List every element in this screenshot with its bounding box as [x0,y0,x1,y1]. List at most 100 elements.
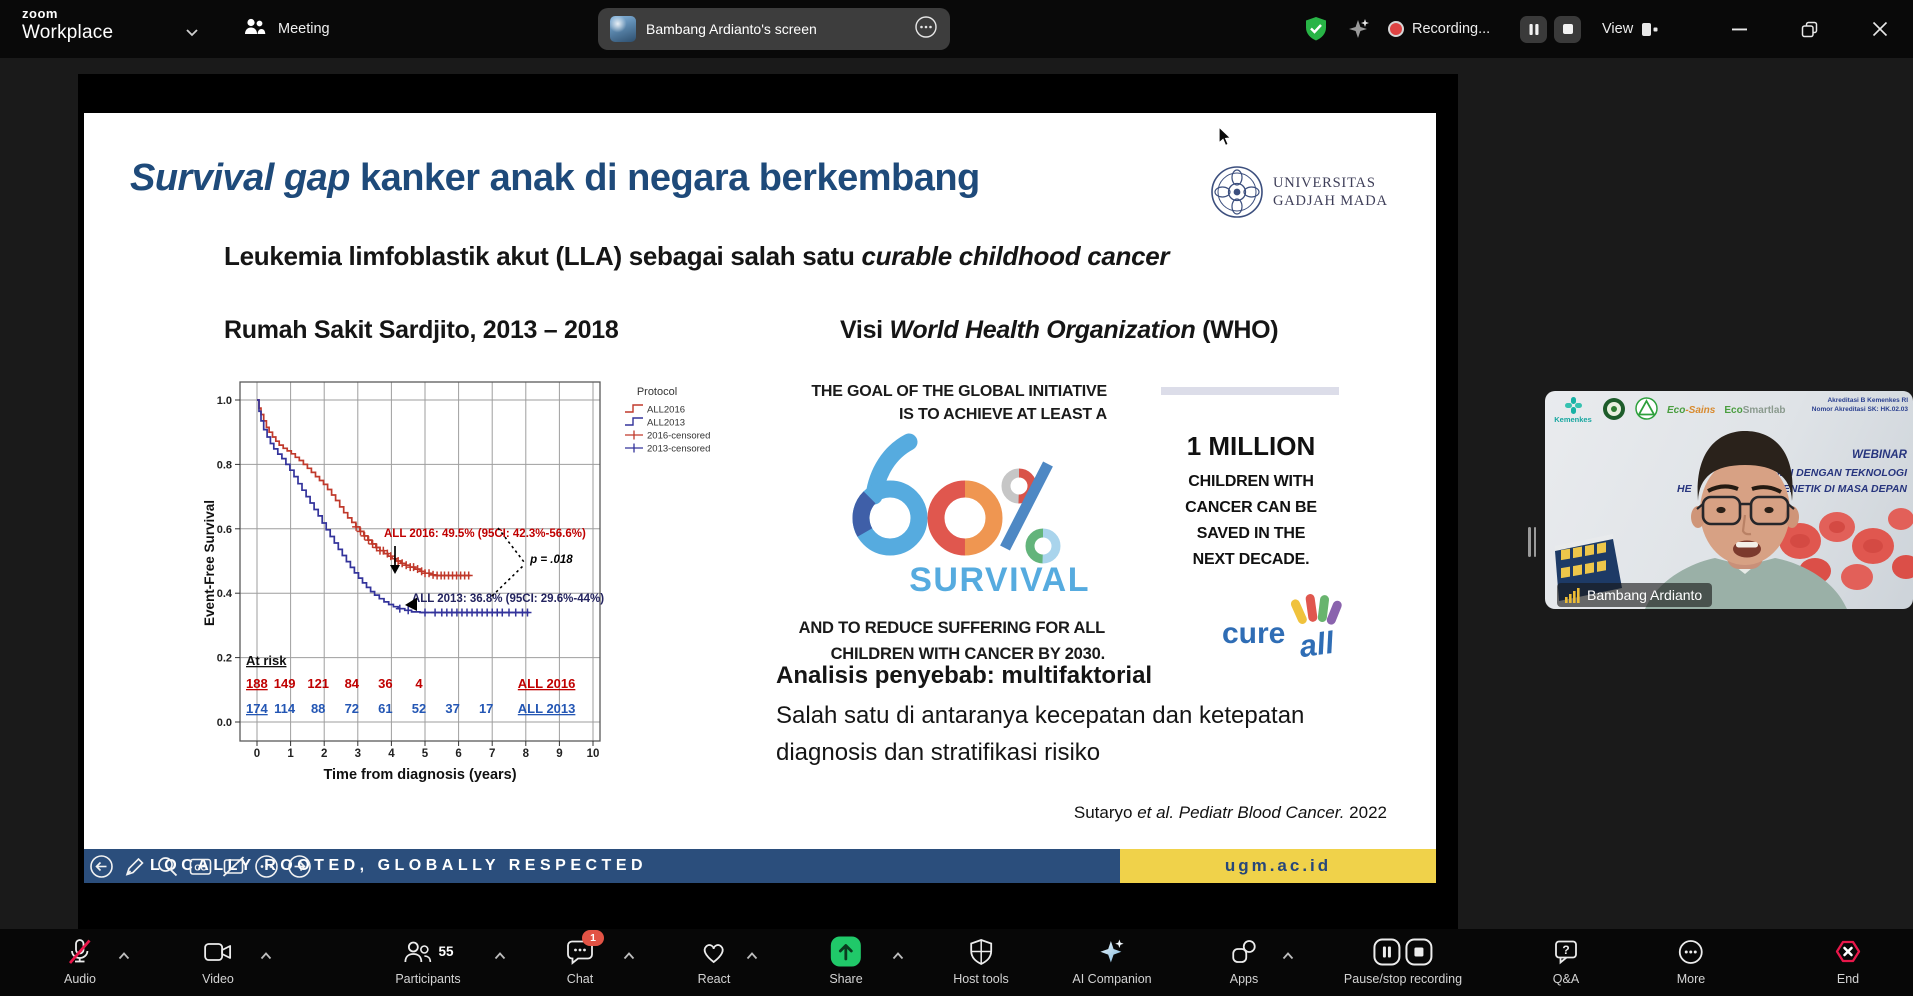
analysis-text-block: Analisis penyebab: multifaktorial Salah … [776,662,1305,766]
share-options-chevron[interactable] [892,947,905,965]
screen-thumbnail [610,16,636,42]
shared-screen-region: Survival gap kanker anak di negara berke… [78,74,1458,929]
ellipsis-icon[interactable] [914,15,938,44]
tab-shared-screen[interactable]: Bambang Ardianto's screen [598,8,950,50]
microphone-muted-icon [69,939,92,964]
svg-text:3: 3 [355,748,361,760]
video-thumbnail[interactable]: Kemenkes Eco-Sains EcoSmartlab Akreditas… [1545,391,1913,609]
chevron-down-icon[interactable] [185,24,199,42]
view-label: View [1602,21,1634,37]
tab-meeting[interactable]: Meeting [243,14,330,44]
slide-title-italic: Survival gap [130,157,350,199]
security-shield-icon[interactable] [1304,0,1328,58]
host-tools-shield-icon [970,938,992,965]
toolbar-audio[interactable]: Audio [64,936,96,986]
svg-text:84: 84 [345,676,360,691]
svg-text:121: 121 [307,676,329,691]
toolbar-qa[interactable]: ? Q&A [1552,936,1580,986]
audio-options-chevron[interactable] [118,947,131,965]
analysis-heading: Analisis penyebab: multifaktorial [776,662,1153,689]
toolbar-video[interactable]: Video [202,936,234,986]
svg-text:At risk: At risk [246,653,287,668]
svg-text:10: 10 [587,748,600,760]
citation: Sutaryo et al. Pediatr Blood Cancer. 202… [1073,803,1387,822]
survival-label: SURVIVAL [909,561,1090,599]
svg-text:ALL 2013: ALL 2013 [518,701,576,716]
ai-companion-icon[interactable] [1346,0,1372,58]
svg-text:0.0: 0.0 [217,717,232,729]
svg-text:9: 9 [556,748,562,760]
recording-label: Recording... [1412,21,1491,37]
chat-options-chevron[interactable] [623,947,636,965]
svg-text:4: 4 [388,748,395,760]
apps-options-chevron[interactable] [1282,947,1295,965]
svg-text:1: 1 [287,748,294,760]
brand-workplace: Workplace [22,22,114,43]
next-slide-icon[interactable] [286,853,313,880]
right-heading-italic: World Health Organization [889,316,1196,344]
qa-icon: ? [1555,940,1577,964]
accreditation-text: Akreditasi B Kemenkes RI Nomor Akreditas… [1811,397,1908,414]
eco-smartlab-logo: EcoSmartlab [1724,405,1786,416]
toolbar-react[interactable]: React [698,936,730,986]
stop-recording-button[interactable] [1548,0,1581,58]
svg-text:0.8: 0.8 [217,459,232,471]
audio-level-icon [1565,588,1580,603]
footer-motto: LOCALLY ROOTED, GLOBALLY RESPECTED [150,857,648,874]
apps-icon [1232,939,1256,963]
video-options-chevron[interactable] [260,947,273,965]
toolbar-chat[interactable]: 1 Chat [566,930,604,986]
closed-captions-icon[interactable]: CC [187,853,214,880]
left-column-heading: Rumah Sakit Sardjito, 2013 – 2018 [224,316,619,344]
pause-recording-button[interactable] [1514,0,1547,58]
svg-text:8: 8 [523,748,530,760]
who-goal-line2: IS TO ACHIEVE AT LEAST A [899,406,1107,423]
participants-options-chevron[interactable] [494,947,507,965]
camera-icon [204,942,231,961]
svg-text:174: 174 [246,701,268,716]
toolbar-end[interactable]: End [1834,936,1862,986]
svg-text:7: 7 [489,748,495,760]
toolbar-participants[interactable]: 55 Participants [395,936,461,986]
who-goal-text: THE GOAL OF THE GLOBAL INITIATIVE IS TO … [811,380,1107,426]
hide-screen-icon[interactable] [220,853,247,880]
svg-text:0: 0 [254,748,260,760]
toolbar-host-tools[interactable]: Host tools [953,936,1009,986]
more-icon [1679,939,1703,964]
react-options-chevron[interactable] [746,947,759,965]
toolbar-more[interactable]: More [1677,936,1705,986]
toolbar-share[interactable]: Share [829,936,863,986]
toolbar-pause-stop-recording[interactable]: Pause/stop recording [1344,936,1462,986]
minimize-button[interactable] [1732,0,1747,58]
toolbar-ai-companion[interactable]: AI Companion [1072,936,1152,986]
video-panel-handle[interactable] [1528,527,1536,557]
cureall-hand-icon [1290,594,1342,625]
subtitle-prefix: Leukemia limfoblastik akut (LLA) sebagai… [224,241,862,271]
svg-text:17: 17 [479,701,493,716]
footer-yellow-bar: ugm.ac.id [1120,849,1436,883]
more-options-icon[interactable] [253,853,280,880]
slide-title: Survival gap kanker anak di negara berke… [130,157,980,200]
view-button[interactable]: View [1602,0,1659,58]
svg-text:61: 61 [378,701,392,716]
close-button[interactable] [1872,0,1888,58]
toolbar-apps[interactable]: Apps [1230,936,1258,986]
slide-subtitle: Leukemia limfoblastik akut (LLA) sebagai… [224,241,1170,272]
sixty-percent-survival-graphic: SURVIVAL [852,433,1090,599]
video-background [1555,508,1913,601]
chat-unread-badge: 1 [582,930,604,946]
recording-dot-icon [1388,21,1404,37]
presentation-slide: Survival gap kanker anak di negara berke… [84,113,1436,883]
zoom-magnifier-icon[interactable] [154,853,181,880]
annotate-pencil-icon[interactable] [121,853,148,880]
end-meeting-icon [1835,940,1861,963]
previous-slide-icon[interactable] [88,853,115,880]
who-reduce-text: AND TO REDUCE SUFFERING FOR ALL CHILDREN… [798,619,1106,663]
kaplan-meier-chart: 0 1 2 3 4 5 6 7 8 9 10 0.0 0.2 0.4 0.6 0.8 1.0 Time from … [202,381,710,783]
webinar-logos: Kemenkes Eco-Sains EcoSmartlab [1553,397,1786,424]
svg-text:2016-censored: 2016-censored [647,431,710,442]
restore-button[interactable] [1800,0,1819,58]
svg-text:114: 114 [274,701,296,716]
svg-text:Event-Free Survival: Event-Free Survival [202,500,217,626]
